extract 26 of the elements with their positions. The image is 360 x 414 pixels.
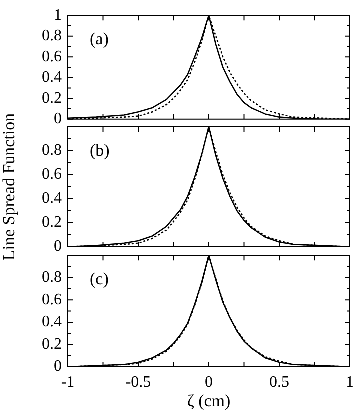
annotation: (b) — [90, 140, 110, 160]
annotation: (a) — [90, 30, 109, 49]
y-tick-label: 0.2 — [42, 336, 62, 353]
y-axis-title: Line Spread Function — [0, 112, 19, 261]
y-tick-label: 0.8 — [42, 142, 62, 160]
y-tick-label: 0.2 — [42, 90, 62, 107]
x-tick-label: 0.5 — [270, 374, 290, 391]
y-tick-label: 0 — [54, 110, 62, 128]
y-tick-label: 0 — [54, 358, 62, 376]
y-tick-label: 0.6 — [42, 291, 62, 308]
x-tick-label: 1 — [346, 374, 354, 391]
x-tick-label: -1 — [61, 374, 75, 391]
y-tick-label: 0.4 — [42, 190, 62, 208]
x-tick-label: 0 — [205, 374, 213, 391]
x-axis-title: ζ (cm) — [187, 391, 231, 410]
annotation: (c) — [90, 270, 109, 289]
y-tick-label: 0.8 — [42, 269, 62, 286]
y-tick-label: 0 — [54, 238, 62, 256]
y-tick-label: 0.8 — [42, 28, 62, 45]
y-tick-label: 0.6 — [42, 166, 62, 184]
y-tick-label: 0.4 — [42, 69, 62, 86]
y-tick-label: 0.4 — [42, 314, 62, 331]
y-tick-label: 1 — [54, 6, 62, 24]
x-tick-label: -0.5 — [126, 374, 152, 391]
y-tick-label: 0.2 — [42, 214, 62, 232]
y-tick-label: 0.6 — [42, 48, 62, 66]
